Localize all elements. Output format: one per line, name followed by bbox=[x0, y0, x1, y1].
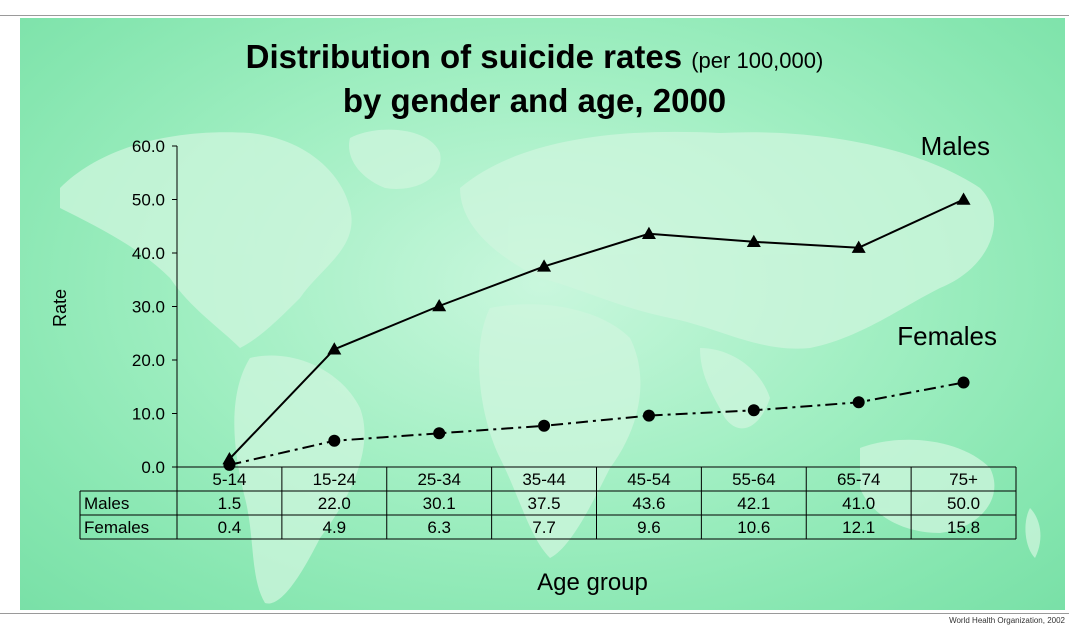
x-tick-label: 65-74 bbox=[837, 470, 880, 489]
chart-title-unit: (per 100,000) bbox=[691, 48, 824, 73]
data-point-females bbox=[957, 376, 970, 389]
table-cell-value: 30.1 bbox=[423, 494, 456, 513]
bottom-rule bbox=[0, 613, 1069, 614]
x-tick-label: 5-14 bbox=[212, 470, 246, 489]
data-point-females bbox=[852, 396, 865, 409]
chart-title-main: Distribution of suicide rates bbox=[245, 38, 683, 75]
axes: 0.0 10.0 20.0 30.0 40.0 50.0 60.0 Rate bbox=[50, 137, 178, 477]
labels-layer: Age group Males Females bbox=[537, 131, 997, 596]
data-point-females bbox=[538, 419, 551, 432]
table-cell-value: 4.9 bbox=[322, 518, 346, 537]
table-cell-value: 22.0 bbox=[318, 494, 351, 513]
table-cell-value: 41.0 bbox=[842, 494, 875, 513]
series-line-males bbox=[228, 198, 965, 460]
y-tick-label: 0.0 bbox=[141, 458, 165, 477]
table-row-header: Males bbox=[84, 494, 129, 513]
table-cell-value: 43.6 bbox=[632, 494, 665, 513]
y-tick-label: 60.0 bbox=[132, 137, 165, 156]
table-cell-value: 10.6 bbox=[737, 518, 770, 537]
data-point-females bbox=[328, 434, 341, 447]
x-tick-label: 15-24 bbox=[313, 470, 356, 489]
series-layer bbox=[222, 192, 971, 471]
table-cell-value: 7.7 bbox=[532, 518, 556, 537]
table-cell-value: 15.8 bbox=[947, 518, 980, 537]
data-point-males bbox=[956, 192, 971, 205]
x-tick-label: 45-54 bbox=[627, 470, 670, 489]
x-tick-label: 55-64 bbox=[732, 470, 775, 489]
series-label-females: Females bbox=[897, 321, 997, 351]
y-tick-label: 50.0 bbox=[132, 191, 165, 210]
data-point-males bbox=[432, 298, 447, 312]
world-map-watermark bbox=[60, 129, 1041, 604]
table-cell-value: 50.0 bbox=[947, 494, 980, 513]
series-label-males: Males bbox=[921, 131, 990, 161]
chart-background-panel bbox=[20, 18, 1065, 610]
chart-subtitle: by gender and age, 2000 bbox=[342, 82, 727, 119]
data-table: 5-14 15-24 25-34 35-44 45-54 55-64 65-74 75+ Mal… bbox=[79, 466, 1017, 540]
table-cell-value: 0.4 bbox=[218, 518, 242, 537]
table-cell-value: 6.3 bbox=[427, 518, 451, 537]
data-point-males bbox=[746, 234, 761, 248]
data-point-females bbox=[433, 427, 446, 440]
x-tick-label: 35-44 bbox=[522, 470, 565, 489]
table-cell-value: 1.5 bbox=[218, 494, 242, 513]
data-point-females bbox=[223, 458, 236, 471]
table-cell-value: 37.5 bbox=[528, 494, 561, 513]
top-rule bbox=[0, 15, 1069, 16]
data-point-males bbox=[641, 226, 656, 239]
table-cell-value: 42.1 bbox=[737, 494, 770, 513]
table-cell-value: 12.1 bbox=[842, 518, 875, 537]
table-cell-value: 9.6 bbox=[637, 518, 661, 537]
y-axis-label: Rate bbox=[50, 289, 70, 327]
x-axis-label: Age group bbox=[537, 569, 648, 596]
data-point-males bbox=[327, 342, 342, 355]
data-point-males bbox=[851, 240, 866, 253]
y-tick-label: 10.0 bbox=[132, 405, 165, 424]
x-tick-label: 75+ bbox=[949, 470, 978, 489]
data-point-males bbox=[537, 259, 552, 272]
table-row-header: Females bbox=[84, 518, 149, 537]
y-tick-label: 20.0 bbox=[132, 351, 165, 370]
y-tick-label: 30.0 bbox=[132, 298, 165, 317]
x-tick-label: 25-34 bbox=[417, 470, 460, 489]
credit-text: World Health Organization, 2002 bbox=[949, 616, 1065, 625]
y-tick-label: 40.0 bbox=[132, 244, 165, 263]
chart-title: Distribution of suicide rates (per 100,0… bbox=[0, 38, 1069, 76]
data-point-females bbox=[642, 409, 655, 422]
data-point-females bbox=[747, 404, 760, 417]
series-line-females bbox=[229, 381, 964, 466]
